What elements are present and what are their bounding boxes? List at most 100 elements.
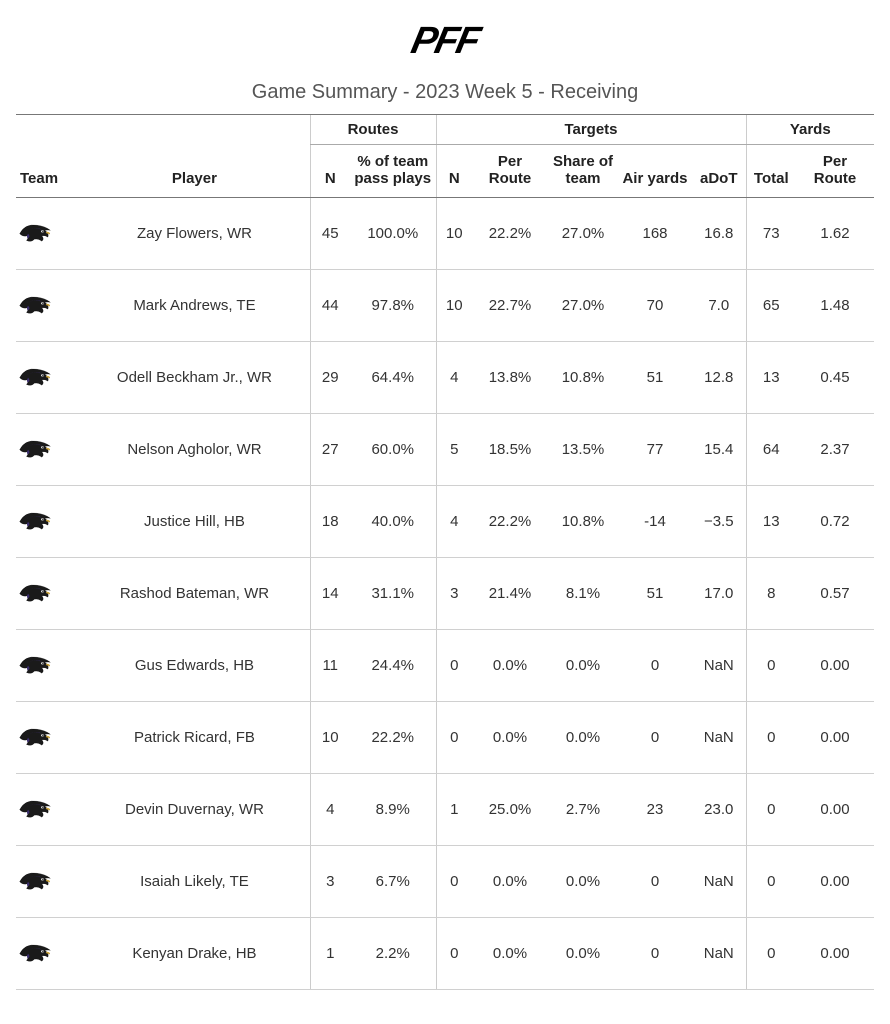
cell-targets-adot: NaN: [692, 702, 746, 774]
cell-routes-pct: 31.1%: [350, 558, 436, 630]
cell-routes-pct: 100.0%: [350, 198, 436, 270]
cell-targets-share: 0.0%: [548, 702, 618, 774]
table-row: Odell Beckham Jr., WR2964.4%413.8%10.8%5…: [16, 342, 874, 414]
cell-targets-per-route: 22.7%: [472, 270, 548, 342]
table-row: Devin Duvernay, WR48.9%125.0%2.7%2323.00…: [16, 774, 874, 846]
cell-team: [16, 702, 79, 774]
table-row: Zay Flowers, WR45100.0%1022.2%27.0%16816…: [16, 198, 874, 270]
cell-targets-n: 3: [436, 558, 472, 630]
cell-targets-share: 0.0%: [548, 630, 618, 702]
cell-targets-air-yards: 51: [618, 342, 692, 414]
cell-player: Mark Andrews, TE: [79, 270, 310, 342]
cell-yards-total: 0: [746, 630, 796, 702]
ravens-logo-icon: [18, 580, 52, 604]
cell-yards-total: 0: [746, 774, 796, 846]
group-blank: [16, 115, 310, 145]
cell-yards-total: 0: [746, 846, 796, 918]
ravens-logo-icon: [18, 220, 52, 244]
cell-targets-adot: −3.5: [692, 486, 746, 558]
cell-routes-n: 27: [310, 414, 350, 486]
cell-routes-pct: 97.8%: [350, 270, 436, 342]
page-subtitle: Game Summary - 2023 Week 5 - Receiving: [16, 81, 874, 104]
cell-routes-n: 29: [310, 342, 350, 414]
cell-targets-adot: NaN: [692, 630, 746, 702]
cell-targets-per-route: 0.0%: [472, 918, 548, 990]
group-yards: Yards: [746, 115, 874, 145]
cell-team: [16, 558, 79, 630]
cell-yards-total: 64: [746, 414, 796, 486]
cell-targets-air-yards: 168: [618, 198, 692, 270]
cell-routes-n: 10: [310, 702, 350, 774]
cell-yards-total: 8: [746, 558, 796, 630]
table-row: Patrick Ricard, FB1022.2%00.0%0.0%0NaN00…: [16, 702, 874, 774]
cell-targets-adot: 16.8: [692, 198, 746, 270]
table-row: Justice Hill, HB1840.0%422.2%10.8%-14−3.…: [16, 486, 874, 558]
col-player: Player: [79, 145, 310, 198]
cell-team: [16, 414, 79, 486]
ravens-logo-icon: [18, 508, 52, 532]
cell-targets-per-route: 13.8%: [472, 342, 548, 414]
header-group-row: Routes Targets Yards: [16, 115, 874, 145]
cell-yards-per-route: 0.00: [796, 702, 874, 774]
cell-team: [16, 918, 79, 990]
cell-player: Kenyan Drake, HB: [79, 918, 310, 990]
table-row: Gus Edwards, HB1124.4%00.0%0.0%0NaN00.00: [16, 630, 874, 702]
cell-yards-per-route: 0.72: [796, 486, 874, 558]
cell-targets-share: 10.8%: [548, 342, 618, 414]
cell-targets-per-route: 0.0%: [472, 846, 548, 918]
cell-targets-per-route: 0.0%: [472, 702, 548, 774]
cell-yards-total: 13: [746, 486, 796, 558]
col-routes-pct: % of team pass plays: [350, 145, 436, 198]
cell-routes-n: 4: [310, 774, 350, 846]
cell-routes-n: 11: [310, 630, 350, 702]
cell-yards-per-route: 0.00: [796, 630, 874, 702]
cell-yards-total: 73: [746, 198, 796, 270]
cell-targets-air-yards: 0: [618, 846, 692, 918]
cell-routes-pct: 60.0%: [350, 414, 436, 486]
cell-targets-air-yards: 0: [618, 918, 692, 990]
cell-targets-n: 4: [436, 486, 472, 558]
cell-yards-per-route: 0.00: [796, 918, 874, 990]
header-columns-row: Team Player N % of team pass plays N Per…: [16, 145, 874, 198]
cell-yards-per-route: 1.48: [796, 270, 874, 342]
cell-team: [16, 198, 79, 270]
cell-targets-per-route: 18.5%: [472, 414, 548, 486]
ravens-logo-icon: [18, 940, 52, 964]
group-routes: Routes: [310, 115, 436, 145]
table-row: Rashod Bateman, WR1431.1%321.4%8.1%5117.…: [16, 558, 874, 630]
cell-yards-per-route: 0.45: [796, 342, 874, 414]
cell-routes-pct: 40.0%: [350, 486, 436, 558]
ravens-logo-icon: [18, 436, 52, 460]
cell-yards-total: 0: [746, 702, 796, 774]
logo-text: PFF: [408, 20, 483, 63]
cell-targets-share: 0.0%: [548, 918, 618, 990]
cell-targets-per-route: 21.4%: [472, 558, 548, 630]
cell-targets-per-route: 0.0%: [472, 630, 548, 702]
cell-targets-share: 0.0%: [548, 846, 618, 918]
cell-team: [16, 630, 79, 702]
table-row: Nelson Agholor, WR2760.0%518.5%13.5%7715…: [16, 414, 874, 486]
cell-routes-pct: 6.7%: [350, 846, 436, 918]
cell-routes-n: 1: [310, 918, 350, 990]
cell-player: Zay Flowers, WR: [79, 198, 310, 270]
cell-targets-share: 27.0%: [548, 270, 618, 342]
cell-targets-adot: 15.4: [692, 414, 746, 486]
cell-player: Rashod Bateman, WR: [79, 558, 310, 630]
cell-targets-share: 8.1%: [548, 558, 618, 630]
cell-yards-total: 0: [746, 918, 796, 990]
cell-routes-n: 45: [310, 198, 350, 270]
cell-targets-share: 2.7%: [548, 774, 618, 846]
cell-targets-n: 0: [436, 630, 472, 702]
cell-targets-adot: 17.0: [692, 558, 746, 630]
cell-routes-n: 44: [310, 270, 350, 342]
cell-routes-n: 3: [310, 846, 350, 918]
cell-targets-share: 10.8%: [548, 486, 618, 558]
col-yards-per-route: Per Route: [796, 145, 874, 198]
cell-targets-n: 10: [436, 198, 472, 270]
cell-routes-n: 14: [310, 558, 350, 630]
cell-routes-n: 18: [310, 486, 350, 558]
cell-targets-adot: 7.0: [692, 270, 746, 342]
cell-yards-per-route: 1.62: [796, 198, 874, 270]
cell-player: Justice Hill, HB: [79, 486, 310, 558]
cell-yards-per-route: 0.57: [796, 558, 874, 630]
